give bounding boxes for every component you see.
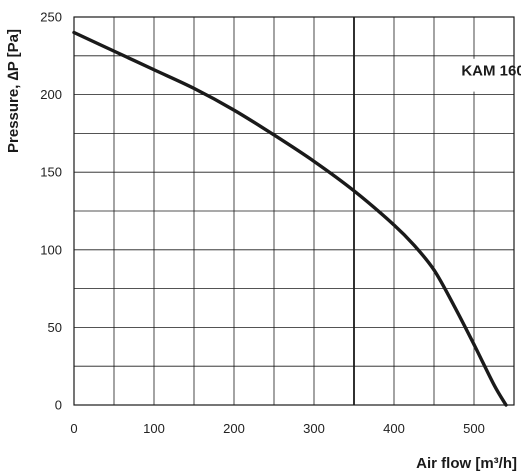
- y-tick-label: 150: [40, 165, 62, 180]
- x-tick-label: 400: [383, 421, 405, 436]
- y-tick-label: 200: [40, 87, 62, 102]
- legend-label: KAM 160: [461, 62, 521, 79]
- x-tick-label: 500: [463, 421, 485, 436]
- y-tick-label: 0: [55, 398, 62, 413]
- plot-frame: [73, 16, 515, 406]
- x-axis-ticks: 0 100 200 300 400 500: [70, 421, 484, 436]
- legend-background: [471, 58, 513, 92]
- y-tick-label: 50: [48, 320, 62, 335]
- y-axis-title: Pressure, ∆P [Pa]: [5, 29, 22, 153]
- x-axis-title: Air flow [m³/h]: [416, 455, 517, 472]
- plot-border: [73, 16, 515, 406]
- x-tick-label: 0: [70, 421, 77, 436]
- y-tick-label: 250: [40, 10, 62, 25]
- x-tick-label: 200: [223, 421, 245, 436]
- y-axis-ticks: 0 50 100 150 200 250: [40, 10, 62, 413]
- grid: [74, 17, 514, 405]
- x-tick-label: 100: [143, 421, 165, 436]
- legend: KAM 160: [461, 58, 521, 92]
- x-tick-label: 300: [303, 421, 325, 436]
- series-line-kam-160: [72, 30, 508, 407]
- y-tick-label: 100: [40, 242, 62, 257]
